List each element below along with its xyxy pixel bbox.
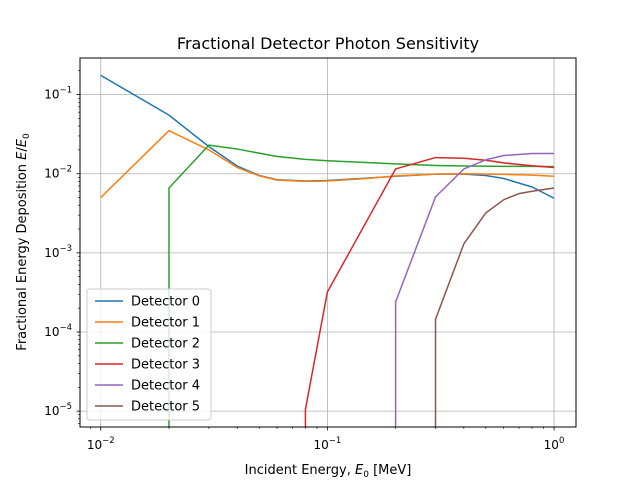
x-tick-label: 100 (544, 436, 565, 452)
legend-label-detector-3: Detector 3 (131, 358, 200, 373)
y-tick-label: 10−3 (44, 244, 72, 260)
legend-label-detector-1: Detector 1 (131, 316, 200, 331)
legend: Detector 0 Detector 1 Detector 2 Detector 3… (86, 288, 212, 421)
legend-label-detector-5: Detector 5 (131, 400, 200, 415)
legend-label-detector-2: Detector 2 (131, 337, 200, 352)
series-line-detector-2 (168, 144, 555, 427)
series-layer (100, 74, 555, 427)
plot-frame (79, 57, 577, 428)
series-line-detector-3 (304, 156, 555, 427)
x-tick-label: 10−1 (313, 436, 341, 452)
x-tick-label: 10−2 (87, 436, 115, 452)
legend-label-detector-0: Detector 0 (131, 295, 200, 310)
series-line-detector-5 (434, 187, 555, 427)
chart-title: Fractional Detector Photon Sensitivity (177, 34, 479, 53)
series-line-detector-1 (100, 129, 555, 199)
series-line-detector-4 (394, 152, 555, 427)
y-tick-label: 10−5 (44, 402, 72, 418)
y-tick-label: 10−4 (44, 323, 72, 339)
legend-label-detector-4: Detector 4 (131, 379, 200, 394)
ticks: 10−2 10−1 100 10−5 10−4 10−3 10−2 10−1 (44, 70, 565, 452)
y-tick-label: 10−2 (44, 165, 72, 181)
y-axis-label: Fractional Energy Deposition E/E0 (15, 133, 32, 351)
x-axis-label: Incident Energy, E0 [MeV] (245, 463, 412, 480)
y-tick-label: 10−1 (44, 86, 72, 102)
